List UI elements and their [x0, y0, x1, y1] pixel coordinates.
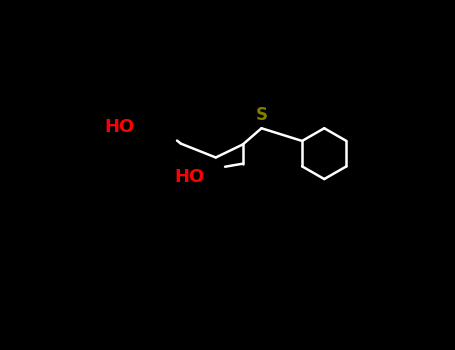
Text: HO: HO [174, 168, 204, 186]
Text: S: S [255, 106, 268, 124]
Text: HO: HO [104, 118, 134, 136]
